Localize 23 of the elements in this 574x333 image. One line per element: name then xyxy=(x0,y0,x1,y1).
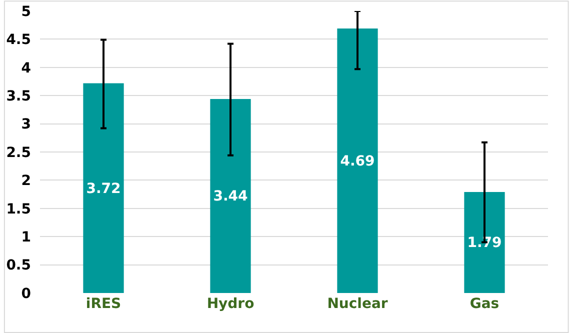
data-label: 1.79 xyxy=(467,235,502,252)
data-label: 3.72 xyxy=(86,180,121,197)
y-tick-label: 5 xyxy=(21,4,31,20)
y-tick-label: 2.5 xyxy=(6,144,31,161)
bar xyxy=(464,192,505,293)
bar xyxy=(210,98,251,293)
y-tick-label: 3 xyxy=(21,116,31,133)
x-tick-label: Nuclear xyxy=(327,296,388,312)
bar xyxy=(83,83,124,293)
x-tick-label: Gas xyxy=(470,296,500,312)
x-tick-label: iRES xyxy=(86,296,122,312)
y-tick-label: 2 xyxy=(21,173,31,190)
y-tick-label: 3.5 xyxy=(6,88,31,104)
y-tick-label: 1 xyxy=(21,230,31,246)
y-tick-label: 4.5 xyxy=(6,32,31,48)
y-tick-label: 0.5 xyxy=(6,258,31,274)
bar xyxy=(337,28,378,293)
y-tick-label: 0 xyxy=(21,286,32,302)
y-tick-label: 4 xyxy=(21,60,32,76)
x-tick-label: Hydro xyxy=(206,296,255,312)
y-tick-label: 1.5 xyxy=(6,201,31,218)
data-label: 3.44 xyxy=(213,188,248,205)
data-label: 4.69 xyxy=(340,153,375,170)
